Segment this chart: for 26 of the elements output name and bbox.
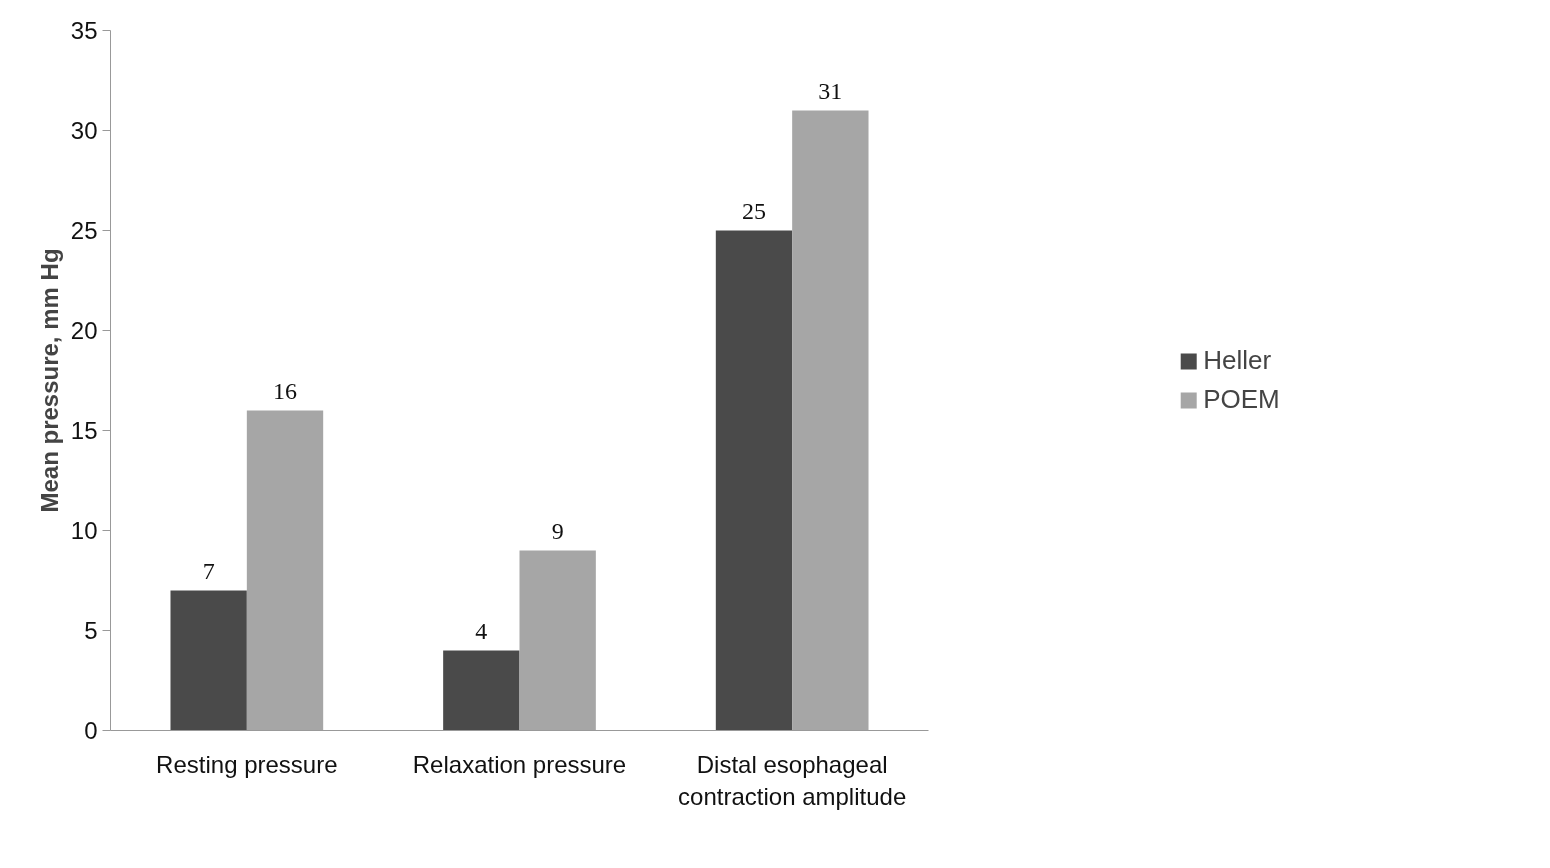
y-tick-label: 35 xyxy=(70,17,98,44)
y-tick-label: 0 xyxy=(84,717,98,744)
bar xyxy=(246,410,324,731)
y-tick-label: 25 xyxy=(70,217,98,244)
y-tick-label: 30 xyxy=(70,117,98,144)
x-tick-label: Relaxation pressure xyxy=(412,750,627,778)
data-label: 31 xyxy=(818,77,843,104)
bar xyxy=(170,590,247,731)
bar xyxy=(715,230,793,731)
y-tick-label: 15 xyxy=(70,417,98,444)
data-label: 25 xyxy=(741,197,766,224)
y-tick-label: 20 xyxy=(70,317,98,344)
bar xyxy=(792,110,869,731)
data-label: 4 xyxy=(475,617,488,644)
legend-label: Heller xyxy=(1203,345,1272,376)
legend-label: POEM xyxy=(1203,384,1280,415)
data-label: 7 xyxy=(202,557,215,584)
y-tick-label: 10 xyxy=(70,517,98,544)
data-label: 9 xyxy=(551,517,564,544)
bar xyxy=(519,550,596,731)
x-tick-label: Resting pressure xyxy=(156,750,338,778)
bar xyxy=(443,650,520,731)
y-tick-label: 5 xyxy=(84,617,98,644)
x-tick-label: Distal esophageal contraction amplitude xyxy=(678,750,907,810)
data-label: 16 xyxy=(273,377,298,404)
y-axis-title: Mean pressure, mm Hg xyxy=(35,248,63,513)
